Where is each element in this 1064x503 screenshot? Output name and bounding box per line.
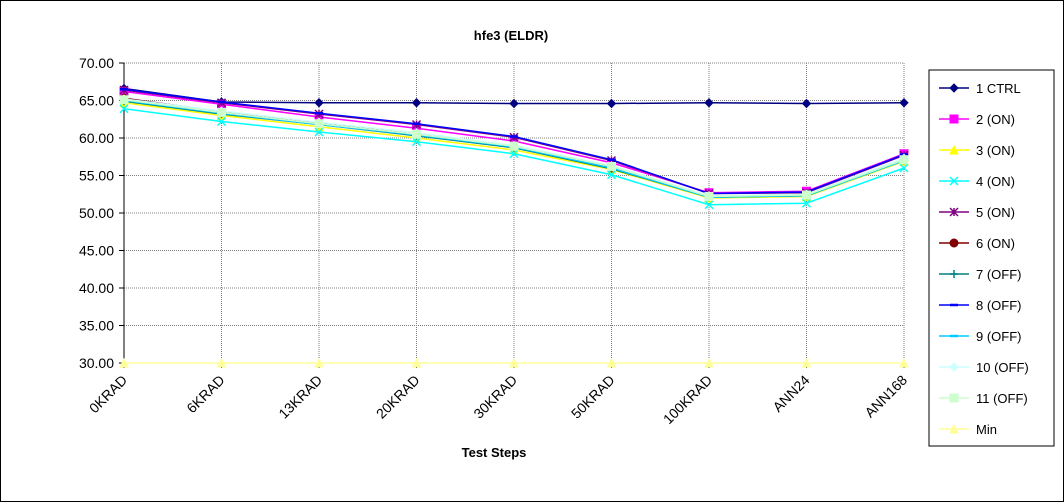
legend-marker <box>949 238 959 248</box>
x-tick-label: 13KRAD <box>275 372 325 422</box>
legend-label: 6 (ON) <box>976 236 1015 251</box>
legend-marker <box>949 144 959 155</box>
legend-item: 10 (OFF) <box>939 360 1029 375</box>
data-point <box>119 357 129 368</box>
legend-label: 10 (OFF) <box>976 360 1029 375</box>
x-tick-label: 6KRAD <box>183 372 227 416</box>
legend-marker <box>949 207 959 217</box>
legend-marker <box>949 83 959 93</box>
x-tick-label: ANN24 <box>769 372 812 415</box>
data-point <box>411 357 422 368</box>
data-point <box>216 357 227 368</box>
legend-item: 7 (OFF) <box>939 267 1022 282</box>
legend-label: 2 (ON) <box>976 112 1015 127</box>
legend-label: Min <box>976 422 997 437</box>
legend-item: 11 (OFF) <box>939 391 1028 406</box>
legend-item: 3 (ON) <box>939 143 1015 158</box>
data-point <box>509 357 519 368</box>
data-point <box>606 98 617 109</box>
x-tick-label: ANN168 <box>861 372 910 421</box>
legend-label: 4 (ON) <box>976 174 1015 189</box>
x-tick-label: 0KRAD <box>86 372 130 416</box>
data-point <box>314 357 324 368</box>
legend-marker <box>949 423 959 434</box>
x-axis-label: Test Steps <box>462 445 527 460</box>
data-point <box>314 127 324 137</box>
data-point <box>899 357 909 368</box>
chart-title: hfe3 (ELDR) <box>474 28 548 43</box>
data-point <box>704 192 714 201</box>
data-point <box>899 155 909 165</box>
data-point <box>607 162 616 171</box>
series-11 <box>119 95 909 201</box>
data-point <box>412 129 421 139</box>
legend-marker <box>950 270 958 278</box>
y-tick-label: 50.00 <box>79 205 114 221</box>
data-point <box>704 200 714 210</box>
data-point <box>704 98 714 108</box>
data-point <box>801 198 812 208</box>
legend: 1 CTRL 2 (ON) 3 (ON) 4 (ON) 5 (ON) 6 (ON) 7 (O… <box>928 69 1055 447</box>
legend-label: 7 (OFF) <box>976 267 1022 282</box>
data-point <box>899 163 909 173</box>
legend-label: 9 (OFF) <box>976 329 1022 344</box>
data-point <box>216 116 227 127</box>
legend-label: 8 (OFF) <box>976 298 1022 313</box>
y-tick-label: 35.00 <box>79 318 114 334</box>
data-point <box>509 141 519 151</box>
legend-item: 5 (ON) <box>939 205 1015 220</box>
series-12 <box>119 357 909 368</box>
legend-label: 1 CTRL <box>976 81 1021 96</box>
series-4 <box>119 104 909 210</box>
y-tick-label: 30.00 <box>79 355 114 371</box>
legend-label: 5 (ON) <box>976 205 1015 220</box>
y-tick-label: 55.00 <box>79 168 114 184</box>
legend-item: 4 (ON) <box>939 174 1015 189</box>
x-tick-label: 50KRAD <box>568 372 618 422</box>
data-point <box>119 104 129 114</box>
data-point <box>802 190 811 200</box>
legend-marker <box>949 176 959 186</box>
legend-marker <box>949 393 959 403</box>
legend-marker <box>949 114 959 124</box>
y-tick-label: 65.00 <box>79 93 114 109</box>
y-tick-label: 45.00 <box>79 243 114 259</box>
data-point <box>217 108 226 117</box>
data-point <box>801 98 812 109</box>
series-layer <box>119 83 909 368</box>
legend-marker <box>949 362 959 372</box>
data-point <box>801 357 812 368</box>
legend-label: 3 (ON) <box>976 143 1015 158</box>
y-tick-label: 60.00 <box>79 130 114 146</box>
data-point <box>606 357 617 368</box>
legend-label: 11 (OFF) <box>976 391 1028 406</box>
data-point <box>411 98 422 108</box>
y-tick-label: 70.00 <box>79 55 114 71</box>
legend-item: 8 (OFF) <box>939 298 1022 313</box>
data-point <box>119 95 129 105</box>
data-point <box>314 119 324 129</box>
data-point <box>899 98 909 108</box>
legend-item: 2 (ON) <box>939 112 1015 127</box>
data-point <box>509 149 519 159</box>
data-point <box>606 170 617 180</box>
y-axis-ticks: 30.00 35.00 40.00 45.00 50.00 55.00 60.00 65.00… <box>79 55 114 371</box>
legend-item: Min <box>939 422 997 437</box>
legend-item: 9 (OFF) <box>939 329 1022 344</box>
data-point <box>509 98 519 109</box>
y-tick-label: 40.00 <box>79 280 114 296</box>
x-tick-label: 30KRAD <box>470 372 520 422</box>
legend-item: 6 (ON) <box>939 236 1015 251</box>
x-axis-ticks: 0KRAD 6KRAD 13KRAD 20KRAD 30KRAD 50KRAD 100KRA… <box>86 372 910 427</box>
x-tick-label: 100KRAD <box>660 372 715 427</box>
data-point <box>704 357 714 368</box>
legend-box <box>928 69 1055 447</box>
x-tick-label: 20KRAD <box>373 372 423 422</box>
legend-item: 1 CTRL <box>939 81 1021 96</box>
data-point <box>314 98 324 108</box>
data-point <box>411 137 422 147</box>
